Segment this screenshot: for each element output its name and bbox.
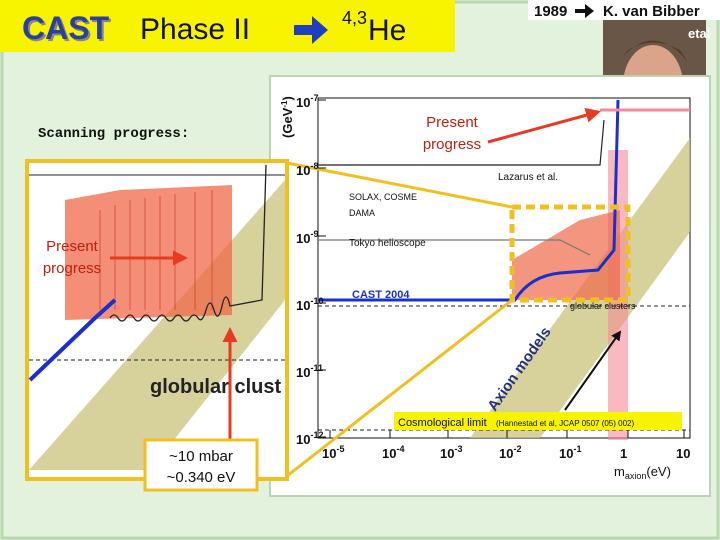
zoom-connector [286, 161, 513, 209]
tick-exp: -12 [310, 430, 323, 440]
pressure-label: ~10 mbar [169, 448, 233, 465]
annotation: (Hannestad et al, JCAP 0507 (05) 002) [496, 419, 634, 428]
tick-exp: -3 [454, 444, 462, 454]
credit-year: 1989 [534, 3, 567, 20]
y-axis-label: (GeV-1) [280, 96, 295, 138]
present-arrow [487, 107, 601, 144]
annotation: CAST 2004 [352, 289, 410, 301]
lazarus-line [318, 119, 605, 166]
x-tick-label: 10-1 [559, 444, 581, 461]
tick-base: 10 [296, 365, 310, 380]
credit-name: K. van Bibber [603, 3, 700, 20]
tick-base: 10 [499, 446, 513, 461]
photo-hair [620, 40, 688, 62]
y-tick-label: 10-12 [296, 430, 323, 447]
tick-base: 10 [559, 446, 573, 461]
present-label: Present [426, 114, 479, 131]
y-tick-label: 10-11 [296, 363, 323, 380]
tick-exp: -8 [310, 161, 318, 171]
x-axis-label: maxion(eV) [614, 464, 671, 481]
title-shadow: CAST [24, 12, 112, 48]
scanning-label: Scanning progress: [38, 126, 189, 142]
annotation: Tokyo helioscope [349, 238, 426, 249]
tick-base: 10 [382, 446, 396, 461]
title-rest: Phase II [140, 13, 250, 46]
x-tick-label: 1 [620, 446, 627, 461]
tick-base: 10 [440, 446, 454, 461]
axion-arrow [564, 330, 622, 411]
zoom-label: globular clust [150, 376, 281, 398]
tick-exp: -1 [573, 444, 581, 454]
mass-label: ~0.340 eV [167, 469, 236, 486]
tick-base: 10 [296, 231, 310, 246]
tick-exp: -9 [310, 229, 318, 239]
title-box [0, 0, 455, 52]
tick-exp: -5 [336, 444, 344, 454]
annotation: DAMA [349, 208, 375, 218]
cosmo-box [394, 412, 682, 430]
tick-exp: -4 [396, 444, 404, 454]
tick-exp: -10 [310, 296, 323, 306]
credit-etal: etal [688, 26, 710, 41]
tick-base: 10 [322, 446, 336, 461]
annotation: SOLAX, COSME [349, 192, 417, 202]
cast-line [318, 99, 620, 302]
tick-exp: -7 [310, 93, 318, 103]
y-tick-label: 10-7 [296, 93, 318, 110]
zoom-limit-line [109, 164, 267, 322]
y-tick-label: 10-8 [296, 161, 318, 178]
tick-exp: -11 [310, 363, 323, 373]
zoom-cast-line [28, 298, 117, 382]
pressure-box [143, 438, 259, 492]
annotation: Cosmological limit [398, 417, 487, 429]
y-tick-label: 10-10 [296, 296, 323, 313]
tick-exp: -2 [513, 444, 521, 454]
tick-base: 10 [296, 95, 310, 110]
tick-base: 10 [296, 298, 310, 313]
zoom-connector [286, 298, 513, 478]
tick-base: 10 [296, 163, 310, 178]
annotation: Lazarus et al. [498, 172, 558, 183]
y-tick-label: 10-9 [296, 229, 318, 246]
x-tick-label: 10-2 [499, 444, 521, 461]
present-label: progress [423, 136, 481, 153]
title-bold: CAST [22, 10, 110, 46]
present-label: Present [46, 238, 99, 255]
tick-base: 10 [676, 446, 690, 461]
title-arrow [294, 16, 328, 44]
zoom-box [509, 204, 631, 303]
x-tick-label: 10-3 [440, 444, 462, 461]
tokyo-line [318, 239, 591, 256]
annotation: globular clusters [570, 301, 636, 311]
title-element: He [368, 14, 406, 47]
tick-base: 10 [296, 432, 310, 447]
x-tick-label: 10-4 [382, 444, 404, 461]
title-superscript: 4,3 [342, 8, 367, 28]
credit-arrow [575, 4, 594, 18]
tick-base: 1 [620, 446, 627, 461]
zoom-scan-area [65, 185, 232, 320]
x-tick-label: 10 [676, 446, 690, 461]
x-tick-label: 10-5 [322, 444, 344, 461]
present-label: progress [43, 260, 101, 277]
credit-box [528, 0, 720, 20]
